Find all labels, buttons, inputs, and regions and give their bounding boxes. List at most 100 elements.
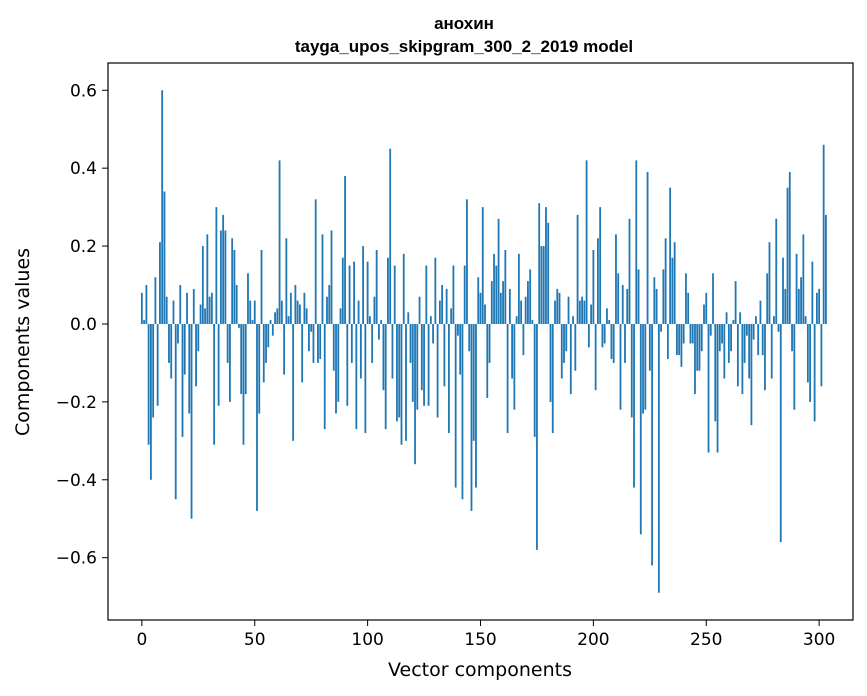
bar: [648, 323, 651, 371]
bar: [630, 323, 633, 418]
bar: [628, 218, 631, 324]
bar: [615, 234, 617, 324]
bar: [389, 148, 392, 324]
bar: [795, 253, 798, 324]
bar: [712, 273, 714, 324]
x-axis-ticks: 0 50 100 150 200 250 300: [136, 620, 835, 650]
bar: [188, 323, 191, 414]
bar: [308, 323, 310, 352]
bar: [502, 281, 504, 324]
bar: [400, 323, 403, 445]
bar: [721, 323, 723, 344]
bar: [341, 257, 344, 324]
bar: [748, 323, 751, 379]
bar: [190, 323, 193, 519]
bar: [775, 218, 778, 324]
bar: [793, 323, 796, 410]
bar: [441, 285, 444, 324]
bar: [635, 160, 638, 324]
bar: [267, 323, 270, 348]
bar: [533, 323, 536, 437]
bar: [384, 323, 387, 430]
bar: [192, 288, 195, 324]
bar: [486, 323, 489, 398]
bar: [709, 323, 712, 336]
bar: [371, 323, 374, 363]
bar: [314, 199, 317, 324]
bar: [786, 187, 789, 324]
bar: [542, 246, 545, 324]
bar: [253, 300, 256, 324]
bar: [685, 273, 687, 324]
bar: [409, 323, 412, 363]
bar: [696, 323, 699, 371]
bar: [229, 323, 231, 402]
bar: [703, 304, 705, 324]
bar: [633, 323, 635, 488]
bar: [328, 285, 331, 324]
bar: [592, 249, 595, 324]
bar: [777, 323, 780, 332]
bar: [743, 323, 746, 363]
bar: [538, 203, 541, 324]
bar: [312, 323, 315, 363]
x-tick-label: 100: [351, 630, 383, 650]
bar: [572, 316, 574, 324]
bar: [651, 323, 653, 566]
bar: [657, 323, 660, 593]
bar: [791, 323, 793, 352]
bar: [197, 323, 200, 352]
bar: [348, 265, 351, 324]
bar: [416, 323, 419, 410]
bar: [238, 323, 240, 328]
bar: [317, 323, 319, 363]
bar: [499, 292, 502, 324]
chart-title: анохин: [434, 14, 494, 33]
bar: [590, 304, 593, 324]
y-tick-label: −0.6: [56, 549, 97, 569]
bar: [174, 323, 177, 500]
bar: [522, 323, 525, 356]
bar: [226, 323, 229, 363]
bar: [653, 277, 656, 324]
bar: [682, 323, 685, 344]
bar: [676, 323, 678, 356]
y-tick-label: 0.6: [70, 81, 97, 101]
bar: [556, 288, 559, 324]
bar: [745, 323, 748, 336]
bar: [773, 316, 775, 324]
bar: [219, 230, 222, 324]
bar: [296, 300, 299, 324]
bar: [335, 323, 337, 414]
bar: [567, 296, 570, 324]
bar: [515, 316, 518, 324]
bar: [646, 172, 649, 324]
bar: [716, 323, 719, 453]
bar: [639, 323, 642, 535]
x-axis-label: Vector components: [388, 659, 572, 681]
bar: [599, 207, 602, 324]
bar: [461, 323, 464, 500]
bar: [231, 238, 234, 324]
bar: [811, 261, 814, 324]
bar: [770, 323, 773, 379]
bar: [488, 323, 491, 363]
bar: [411, 323, 414, 402]
bar: [208, 296, 211, 324]
bar: [612, 323, 615, 363]
bar: [269, 320, 272, 324]
bar: [497, 218, 500, 324]
bars-group: [140, 90, 827, 593]
bar: [506, 323, 509, 434]
bar: [741, 323, 744, 395]
bar: [179, 285, 182, 324]
bar: [734, 281, 737, 324]
bar: [414, 323, 416, 465]
bar: [563, 323, 565, 363]
bar: [565, 323, 568, 352]
bar: [143, 320, 146, 324]
bar: [177, 323, 179, 344]
bar: [822, 144, 825, 324]
bar: [161, 90, 164, 324]
bar: [642, 323, 644, 414]
